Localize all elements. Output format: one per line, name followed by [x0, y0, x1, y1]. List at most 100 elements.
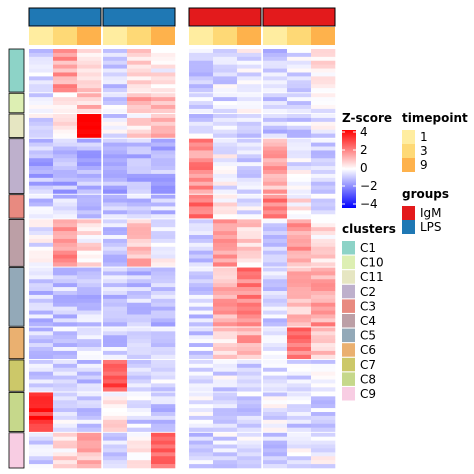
heatmap-cell: [53, 198, 78, 203]
heatmap-cell: [77, 202, 102, 207]
heatmap-cell: [287, 310, 312, 315]
heatmap-cell: [77, 444, 102, 449]
heatmap-cell: [237, 359, 262, 365]
heatmap-cell: [103, 271, 128, 276]
heatmap-cell: [103, 379, 128, 384]
heatmap-cell: [263, 287, 288, 292]
heatmap-cell: [189, 436, 214, 441]
heatmap-cell: [53, 68, 78, 73]
heatmap-cell: [287, 387, 312, 392]
heatmap-cell: [287, 306, 312, 311]
heatmap-cell: [189, 363, 214, 369]
heatmap-cell: [263, 400, 288, 405]
heatmap-cell: [287, 170, 312, 175]
heatmap-cell: [53, 158, 78, 163]
timepoint-annotation-9: [237, 27, 261, 45]
heatmap-cell: [189, 133, 214, 138]
heatmap-cell: [237, 464, 262, 469]
heatmap-cell: [103, 101, 128, 106]
heatmap-cell: [311, 298, 336, 304]
timepoint-legend-swatch: [402, 144, 415, 158]
heatmap-cell: [77, 262, 102, 267]
heatmap-cell: [263, 162, 288, 167]
heatmap-cell: [237, 185, 262, 190]
heatmap-cell: [263, 298, 288, 304]
heatmap-cell: [151, 158, 176, 163]
heatmap-cell: [53, 146, 78, 151]
heatmap-cell: [29, 396, 54, 401]
heatmap-cell: [151, 279, 176, 284]
heatmap-cell: [53, 214, 78, 219]
heatmap-cell: [127, 227, 152, 232]
heatmap-cell: [237, 177, 262, 183]
heatmap-cell: [103, 456, 128, 461]
heatmap-cell: [311, 88, 336, 93]
heatmap-cell: [127, 88, 152, 93]
heatmap-cell: [151, 173, 176, 179]
heatmap-cell: [127, 456, 152, 461]
heatmap-cell: [151, 101, 176, 106]
heatmap-cell: [29, 291, 54, 296]
heatmap-cell: [151, 371, 176, 376]
heatmap-cell: [263, 185, 288, 190]
heatmap-cell: [77, 354, 102, 360]
heatmap-cell: [213, 117, 238, 123]
heatmap-cell: [29, 310, 54, 315]
heatmap-cell: [77, 250, 102, 255]
heatmap-cell: [127, 194, 152, 199]
heatmap-cell: [263, 242, 288, 248]
heatmap-cell: [311, 129, 336, 134]
heatmap-cell: [53, 392, 78, 397]
heatmap-cell: [263, 158, 288, 163]
heatmap-cell: [29, 146, 54, 151]
heatmap-cell: [311, 327, 336, 332]
heatmap-cell: [103, 108, 128, 114]
heatmap-cell: [287, 117, 312, 123]
heatmap-cell: [77, 350, 102, 356]
heatmap-cell: [127, 72, 152, 77]
clusters-legend-swatch: [342, 357, 355, 372]
heatmap-cell: [311, 138, 336, 143]
heatmap-cell: [77, 254, 102, 259]
heatmap-cell: [77, 101, 102, 106]
heatmap-cell: [151, 310, 176, 315]
heatmap-cell: [263, 392, 288, 397]
heatmap-cell: [29, 379, 54, 384]
heatmap-cell: [29, 64, 54, 69]
heatmap-cell: [151, 287, 176, 292]
heatmap-cell: [189, 383, 214, 388]
heatmap-cell: [311, 347, 336, 352]
heatmap-cell: [127, 84, 152, 89]
heatmap-cell: [263, 302, 288, 307]
heatmap-cell: [263, 88, 288, 93]
heatmap-cell: [103, 219, 128, 224]
heatmap-cell: [263, 427, 288, 432]
heatmap-cell: [127, 185, 152, 190]
heatmap-cell: [213, 181, 238, 186]
heatmap-cell: [103, 412, 128, 417]
heatmap-cell: [189, 158, 214, 163]
heatmap-cell: [237, 154, 262, 159]
heatmap-cell: [237, 138, 262, 143]
heatmap-cell: [53, 354, 78, 360]
heatmap-cell: [103, 194, 128, 199]
heatmap-cell: [151, 343, 176, 348]
heatmap-cell: [103, 322, 128, 327]
heatmap-cell: [237, 238, 262, 244]
heatmap-cell: [189, 108, 214, 114]
heatmap-cell: [77, 436, 102, 441]
heatmap-cell: [127, 460, 152, 465]
heatmap-cell: [29, 363, 54, 369]
heatmap-cell: [213, 227, 238, 232]
heatmap-cell: [29, 84, 54, 89]
heatmap-cell: [151, 379, 176, 384]
heatmap-cell: [237, 219, 262, 224]
heatmap-cell: [77, 125, 102, 130]
clusters-legend-swatch: [342, 255, 355, 270]
heatmap-cell: [77, 173, 102, 179]
heatmap-cell: [287, 359, 312, 365]
heatmap-cell: [77, 170, 102, 175]
heatmap-cell: [127, 347, 152, 352]
heatmap-cell: [151, 138, 176, 143]
heatmap-cell: [237, 52, 262, 58]
